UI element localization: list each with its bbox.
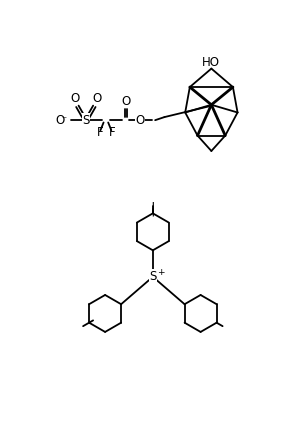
Text: +: +	[158, 268, 165, 277]
Text: O: O	[71, 92, 80, 105]
Text: O: O	[135, 114, 144, 127]
Text: O: O	[121, 95, 131, 108]
Text: |: |	[150, 201, 155, 216]
Text: O: O	[55, 114, 64, 127]
Text: S: S	[149, 270, 157, 283]
Text: O: O	[92, 92, 101, 105]
Text: F: F	[96, 126, 103, 139]
Text: F: F	[109, 126, 115, 139]
Text: ⁻: ⁻	[62, 115, 67, 125]
Text: HO: HO	[202, 56, 220, 69]
Text: S: S	[82, 114, 89, 127]
